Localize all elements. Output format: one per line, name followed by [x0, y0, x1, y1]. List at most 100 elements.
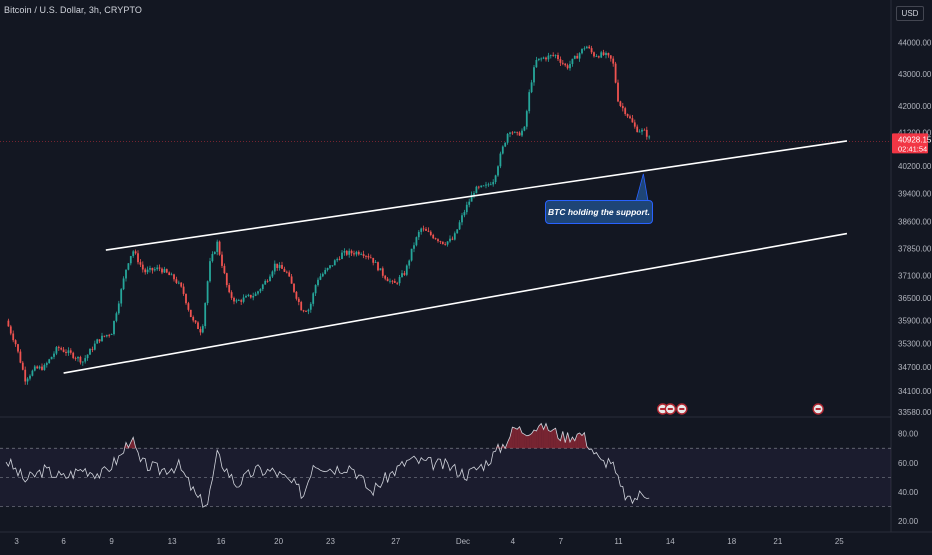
candle-body — [336, 258, 339, 261]
candle-body — [197, 322, 199, 330]
candle-body — [410, 248, 413, 261]
candle-body — [211, 254, 214, 262]
candle-body — [110, 334, 113, 335]
candle-body — [576, 55, 579, 59]
candle-body — [252, 295, 255, 298]
candle-body — [480, 185, 483, 188]
candle-body — [86, 354, 89, 359]
candle-body — [398, 277, 401, 284]
candle-body — [302, 310, 305, 312]
candle-body — [489, 184, 492, 186]
price-tick-label: 35900.00 — [898, 317, 932, 326]
candle-body — [429, 231, 432, 235]
currency-button[interactable]: USD — [896, 6, 924, 21]
candle-body — [329, 265, 331, 268]
trendline-layer — [63, 140, 848, 374]
candle-body — [91, 348, 94, 350]
candle-body — [530, 82, 533, 93]
candle-body — [269, 276, 271, 282]
axis-layer: 44000.00 43000.00 42000.00 41200.00 40200.00… — [14, 38, 932, 546]
candle-body — [69, 350, 72, 353]
candle-body — [343, 250, 346, 253]
candle-body — [542, 57, 545, 59]
candle-body — [48, 359, 51, 364]
time-tick-label: 23 — [326, 537, 335, 546]
candle-body — [391, 280, 394, 282]
candle-body — [235, 300, 238, 302]
candle-body — [518, 132, 521, 136]
rsi-overbought-fill — [507, 436, 510, 449]
last-price-value: 40928.15 — [898, 135, 932, 144]
candle-body — [609, 55, 612, 59]
candle-body — [468, 201, 471, 205]
candle-body — [204, 303, 207, 327]
candle-body — [41, 366, 43, 370]
candle-body — [554, 55, 557, 56]
rsi-overbought-fill — [536, 426, 539, 449]
rsi-overbought-fill — [524, 434, 527, 449]
candle-body — [559, 59, 562, 63]
candle-body — [158, 267, 161, 269]
candle-body — [624, 108, 627, 114]
time-tick-label: 16 — [217, 537, 226, 546]
candle-body — [595, 56, 598, 57]
candle-body — [453, 233, 456, 240]
price-tick-label: 43000.00 — [898, 70, 932, 79]
candle-body — [139, 262, 142, 265]
candle-body — [321, 273, 324, 277]
candle-body — [168, 272, 171, 276]
candle-body — [444, 244, 447, 245]
candle-body — [278, 264, 281, 268]
candle-body — [36, 366, 39, 369]
grid-layer — [0, 0, 932, 533]
price-tick-label: 37100.00 — [898, 272, 932, 281]
event-marker-bar — [815, 408, 821, 410]
rsi-overbought-fill — [541, 423, 544, 449]
candle-body — [67, 350, 70, 353]
time-tick-label: 18 — [727, 537, 736, 546]
candle-body — [319, 276, 322, 280]
candle-body — [55, 347, 58, 354]
candle-body — [590, 48, 593, 53]
rsi-overbought-fill — [579, 433, 582, 449]
candle-body — [98, 339, 101, 342]
time-tick-label: 14 — [666, 537, 675, 546]
candle-body — [259, 289, 262, 292]
price-tick-label: 36500.00 — [898, 294, 932, 303]
event-markers — [656, 403, 824, 415]
rsi-overbought-fill — [570, 437, 573, 449]
candle-body — [17, 344, 19, 352]
price-tick-label: 42000.00 — [898, 102, 932, 111]
candle-body — [585, 46, 588, 49]
candle-body — [14, 340, 17, 345]
candle-body — [417, 231, 420, 238]
time-tick-label: 3 — [14, 537, 19, 546]
candle-body — [643, 129, 646, 131]
rsi-overbought-fill — [517, 426, 520, 449]
candle-body — [65, 351, 67, 353]
candle-body — [473, 193, 475, 195]
candle-body — [307, 309, 310, 312]
candle-body — [420, 228, 423, 232]
candle-body — [547, 55, 550, 60]
candle-body — [521, 130, 523, 136]
candle-body — [381, 268, 384, 276]
candle-body — [223, 265, 226, 274]
candle-body — [427, 230, 430, 232]
candle-body — [588, 46, 591, 49]
time-tick-label: 27 — [391, 537, 400, 546]
candle-body — [341, 252, 343, 259]
candle-body — [350, 250, 353, 254]
candle-body — [180, 282, 183, 287]
candle-body — [449, 238, 451, 242]
rsi-tick-label: 80.00 — [898, 430, 919, 439]
candle-body — [297, 298, 300, 303]
rsi-overbought-fill — [560, 431, 563, 449]
candle-body — [621, 106, 624, 109]
candle-body — [209, 261, 211, 282]
candle-body — [645, 129, 648, 137]
candle-body — [369, 257, 372, 259]
candle-body — [494, 175, 497, 183]
